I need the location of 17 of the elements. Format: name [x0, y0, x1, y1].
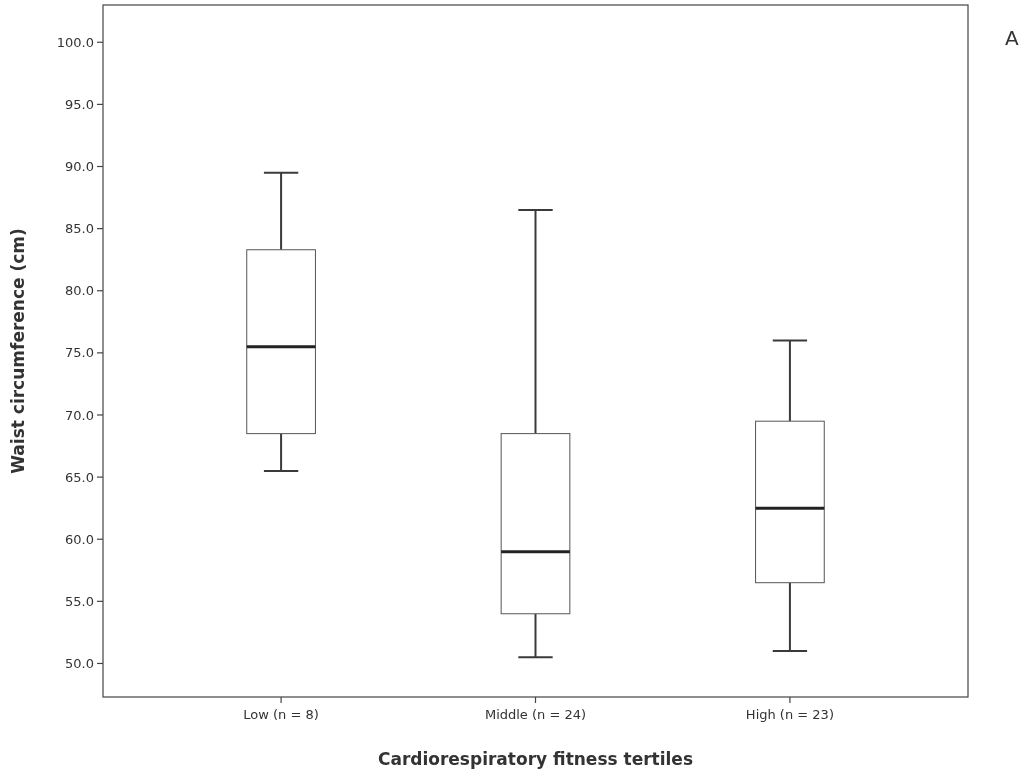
- y-tick-label: 70.0: [65, 407, 94, 423]
- x-tick-label: High (n = 23): [745, 707, 834, 722]
- y-tick-label: 55.0: [65, 593, 94, 609]
- y-tick-label: 60.0: [65, 531, 94, 547]
- x-tick-label: Low (n = 8): [243, 707, 319, 722]
- y-tick-label: 65.0: [65, 469, 94, 485]
- y-tick-label: 90.0: [65, 159, 94, 175]
- y-tick-label: 75.0: [65, 345, 94, 361]
- y-tick-label: 50.0: [65, 656, 94, 672]
- x-axis-title: Cardiorespiratory fitness tertiles: [377, 749, 694, 769]
- y-tick-label: 85.0: [65, 221, 94, 237]
- y-axis-title: Waist circumference (cm): [8, 228, 28, 474]
- y-tick-label: 100.0: [56, 34, 94, 50]
- x-tick-label: Middle (n = 24): [484, 707, 587, 722]
- y-tick-label: 80.0: [65, 283, 94, 299]
- text: A: [1005, 26, 1019, 50]
- y-tick-label: 95.0: [65, 96, 94, 112]
